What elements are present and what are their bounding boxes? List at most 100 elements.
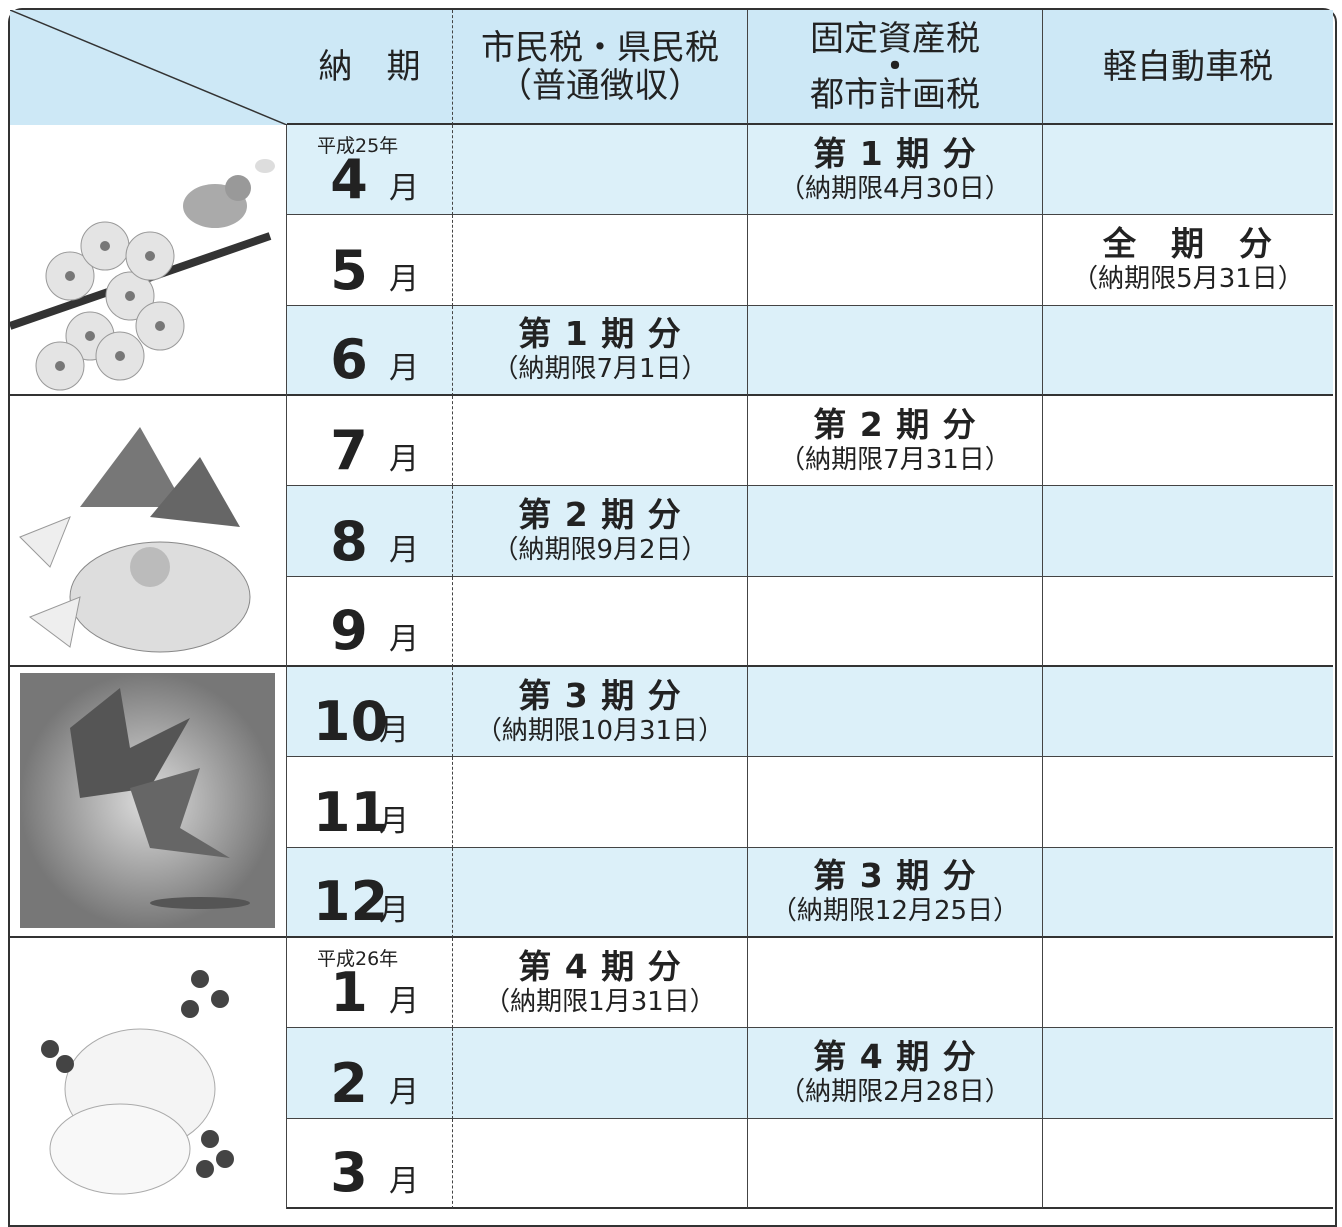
period: 第 2 期 分 <box>813 404 977 444</box>
deadline: （納期限12月25日） <box>770 895 1020 926</box>
season-illustration <box>10 939 287 1207</box>
kei-cell <box>1043 1028 1333 1119</box>
city-cell: 第 1 期 分（納期限7月1日） <box>453 305 748 396</box>
month-unit: 月 <box>379 892 409 928</box>
period: 第 1 期 分 <box>518 313 682 353</box>
season-divider <box>10 394 287 396</box>
month-number: 8 <box>330 509 368 573</box>
property-cell <box>748 1118 1043 1209</box>
deadline: （納期限10月31日） <box>475 715 725 746</box>
month-cell: 10 月 <box>287 667 453 758</box>
month-unit: 月 <box>389 261 419 297</box>
header-city-tax: 市民税・県民税 （普通徴収） <box>453 10 748 125</box>
header-text: （普通徴収） <box>498 65 702 106</box>
property-cell <box>748 757 1043 848</box>
city-cell: 第 4 期 分（納期限1月31日） <box>453 938 748 1029</box>
month-unit: 月 <box>389 171 419 207</box>
kei-cell <box>1043 1119 1333 1209</box>
header-text: 都市計画税 <box>810 74 980 115</box>
deadline: （納期限9月2日） <box>492 534 708 565</box>
deadline: （納期限1月31日） <box>484 986 716 1017</box>
property-cell <box>748 938 1043 1029</box>
kei-cell <box>1043 125 1333 216</box>
season-divider <box>10 665 287 667</box>
city-cell <box>453 1028 748 1119</box>
city-cell <box>453 125 748 216</box>
month-unit: 月 <box>379 713 409 749</box>
property-cell: 第 4 期 分（納期限2月28日） <box>748 1028 1043 1119</box>
header-kei-tax: 軽自動車税 <box>1043 10 1333 125</box>
property-cell <box>748 667 1043 758</box>
kei-cell: 全 期 分（納期限5月31日） <box>1043 215 1333 306</box>
kei-cell <box>1043 847 1333 938</box>
month-number: 7 <box>330 419 368 483</box>
kei-cell <box>1043 305 1333 396</box>
month-number: 11 <box>313 780 389 844</box>
property-cell <box>748 305 1043 396</box>
city-cell <box>453 847 748 938</box>
month-number: 1 <box>330 961 368 1025</box>
kei-cell <box>1043 757 1333 848</box>
property-cell <box>748 576 1043 667</box>
period: 第 4 期 分 <box>518 946 682 986</box>
deadline: （納期限2月28日） <box>779 1076 1011 1107</box>
month-unit: 月 <box>389 984 419 1020</box>
month-unit: 月 <box>379 803 409 839</box>
era-label: 平成25年 <box>317 135 399 157</box>
kei-cell <box>1043 486 1333 577</box>
header-term: 納 期 <box>287 10 453 125</box>
header-text: 固定資産税 <box>810 18 980 59</box>
city-cell <box>453 757 748 848</box>
month-line: 12 月 <box>313 871 409 932</box>
deadline: （納期限4月30日） <box>779 173 1011 204</box>
city-cell <box>453 576 748 667</box>
period: 第 2 期 分 <box>518 494 682 534</box>
month-number: 9 <box>330 598 368 662</box>
property-cell: 第 1 期 分（納期限4月30日） <box>748 125 1043 216</box>
city-cell: 第 2 期 分（納期限9月2日） <box>453 486 748 577</box>
city-cell <box>453 1118 748 1209</box>
deadline: （納期限7月31日） <box>779 444 1011 475</box>
property-cell: 第 2 期 分（納期限7月31日） <box>748 396 1043 487</box>
kei-cell <box>1043 667 1333 758</box>
month-unit: 月 <box>389 532 419 568</box>
city-cell <box>453 215 748 306</box>
city-cell <box>453 396 748 487</box>
month-unit: 月 <box>389 621 419 657</box>
deadline: （納期限7月1日） <box>492 353 708 384</box>
kei-cell <box>1043 938 1333 1029</box>
season-illustration <box>20 673 275 928</box>
period: 第 4 期 分 <box>813 1036 977 1076</box>
period: 第 3 期 分 <box>518 675 682 715</box>
month-cell: 11 月 <box>287 757 453 848</box>
month-number: 4 <box>330 148 368 212</box>
header-text: ・ <box>878 46 912 87</box>
month-cell: 12 月 <box>287 847 453 938</box>
month-unit: 月 <box>389 1074 419 1110</box>
period: 全 期 分 <box>1103 223 1273 263</box>
era-label: 平成26年 <box>317 948 399 970</box>
month-number: 3 <box>330 1140 368 1204</box>
month-unit: 月 <box>389 1163 419 1199</box>
month-number: 2 <box>330 1051 368 1115</box>
season-divider <box>10 936 287 938</box>
period: 第 1 期 分 <box>813 133 977 173</box>
header-text: 市民税・県民税 <box>481 27 719 68</box>
month-unit: 月 <box>389 442 419 478</box>
image-column-border <box>286 125 287 1209</box>
month-unit: 月 <box>389 350 419 386</box>
season-illustration <box>10 397 287 665</box>
